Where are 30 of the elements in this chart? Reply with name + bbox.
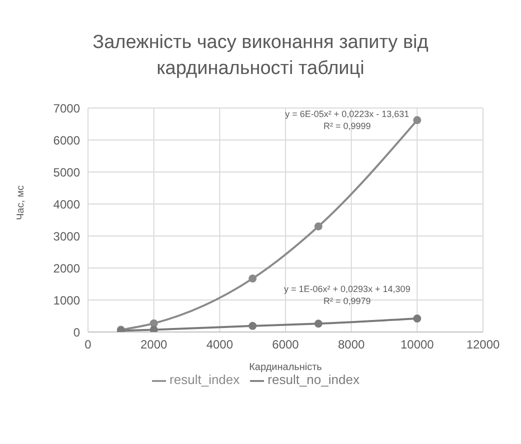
- x-tick-label: 2000: [140, 338, 168, 352]
- y-axis-title: Час, мс: [16, 185, 27, 220]
- y-tick-label: 6000: [53, 133, 80, 148]
- x-axis-title: Кардинальність: [249, 362, 322, 373]
- x-tick-label: 6000: [272, 338, 300, 352]
- annotation: y = 6E-05x² + 0,0223x - 13,631 R² = 0,9999: [284, 108, 410, 132]
- legend-label: result_no_index: [268, 372, 360, 387]
- annotation: y = 1E-06x² + 0,0293x + 14,309 R² = 0,9979: [282, 282, 412, 307]
- legend-label: result_index: [170, 372, 240, 387]
- point: [150, 326, 158, 332]
- chart-title: Залежність часу виконання запиту від кардинальності таблиці: [92, 31, 430, 81]
- point: [150, 319, 158, 328]
- point: [314, 222, 322, 230]
- point: [248, 274, 257, 283]
- y-tick-label: 4000: [53, 197, 80, 212]
- y-tick-label: 7000: [53, 101, 80, 116]
- x-tick-label: 12000: [466, 338, 500, 352]
- x-tick-label: 4000: [206, 338, 234, 352]
- y-tick-label: 5000: [53, 165, 80, 180]
- y-tick-label: 3000: [53, 229, 80, 244]
- y-tick-label: 0: [73, 325, 80, 340]
- point: [248, 322, 257, 330]
- x-tick-label: 0: [84, 338, 92, 352]
- x-tick-label: 8000: [338, 338, 366, 352]
- point: [413, 314, 422, 323]
- x-tick-label: 10000: [400, 338, 434, 352]
- y-tick-label: 1000: [53, 293, 80, 308]
- y-tick-label: 2000: [53, 261, 80, 276]
- point: [413, 116, 422, 124]
- point: [314, 320, 322, 328]
